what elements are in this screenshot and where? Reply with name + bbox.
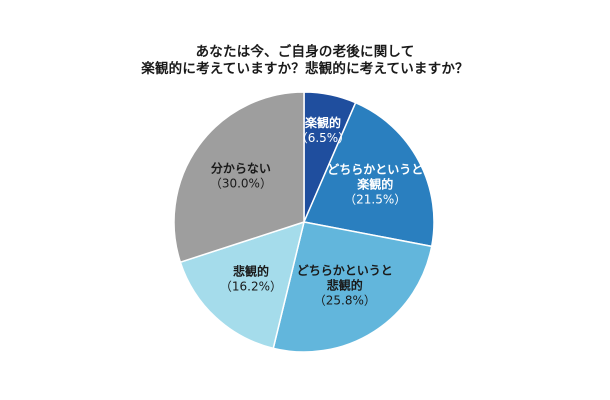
slice-value-2: （21.5%） — [344, 192, 406, 206]
chart-title: あなたは今、ご自身の老後に関して 楽観的に考えていますか？悲観的に考えていますか… — [0, 44, 610, 78]
slice-label-4: 悲観的（16.2%） — [220, 264, 282, 294]
slice-name-3-line-2: 悲観的 — [327, 277, 363, 292]
pie-slice-2 — [302, 101, 435, 248]
slice-value-4: （16.2%） — [220, 280, 282, 294]
slice-value-3: （25.8%） — [314, 293, 376, 307]
slice-name-5-line-1: 分からない — [211, 161, 271, 176]
slice-label-1: 楽観的（6.5%） — [296, 115, 351, 145]
slice-label-5: 分からない（30.0%） — [210, 161, 272, 191]
slice-value-5: （30.0%） — [210, 177, 272, 191]
slice-label-2: どちらかというと楽観的（21.5%） — [327, 162, 423, 206]
chart-title-line-2: 楽観的に考えていますか？悲観的に考えていますか？ — [141, 61, 469, 77]
slice-name-3-line-1: どちらかというと — [297, 263, 393, 277]
slice-name-1-line-1: 楽観的 — [305, 115, 341, 130]
pie-slices — [173, 91, 435, 353]
chart-title-line-1: あなたは今、ご自身の老後に関して — [195, 44, 415, 60]
slice-value-1: （6.5%） — [296, 131, 351, 145]
pie-slice-4 — [179, 220, 306, 350]
slice-name-4-line-1: 悲観的 — [233, 264, 269, 279]
pie-labels: 楽観的（6.5%）どちらかというと楽観的（21.5%）どちらかというと悲観的（2… — [210, 115, 423, 308]
slice-name-2-line-2: 楽観的 — [357, 176, 393, 191]
pie-slice-5 — [173, 91, 305, 264]
slice-name-2-line-1: どちらかというと — [327, 162, 423, 176]
slice-label-3: どちらかというと悲観的（25.8%） — [297, 263, 393, 307]
pie-slice-3 — [272, 221, 433, 353]
